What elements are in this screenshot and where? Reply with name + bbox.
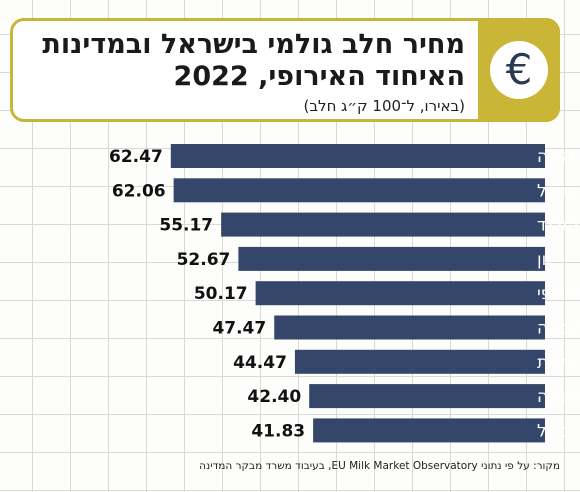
category-label: מלטה (537, 147, 580, 167)
chart-subtitle: (באירו, ל־100 ק״ג חלב) (303, 97, 465, 115)
category-label: ישראל (537, 181, 580, 201)
value-label: 52.67 (177, 250, 231, 270)
value-label: 41.83 (251, 421, 305, 441)
value-label: 50.17 (194, 284, 248, 304)
bar-8 (313, 418, 545, 443)
bar-0 (170, 144, 545, 168)
value-label: 44.47 (233, 353, 287, 373)
chart-title: מחיר חלב גולמי בישראל ובמדינות האיחוד הא… (42, 29, 465, 92)
category-label: הולנד (537, 216, 579, 236)
bar-5 (274, 315, 545, 340)
value-label: 47.47 (212, 319, 266, 339)
category-label: פורטוגל (537, 421, 580, 441)
euro-icon-glyph: € (505, 45, 533, 94)
value-label: 55.17 (159, 216, 213, 236)
bar-1 (173, 178, 545, 203)
bar-7 (309, 384, 545, 409)
source-note: מקור: על פי נתוני EU Milk Market Observa… (199, 460, 560, 472)
value-label: 42.40 (247, 387, 301, 407)
euro-badge: € (478, 18, 560, 122)
category-label: יוון (537, 250, 555, 270)
euro-icon: € (490, 41, 548, 99)
category-label: צרפת (537, 353, 578, 373)
category-label: רומניה (537, 319, 580, 339)
chart-header: מחיר חלב גולמי בישראל ובמדינות האיחוד הא… (10, 18, 560, 122)
value-label: 62.47 (109, 147, 163, 167)
bar-6 (294, 349, 545, 374)
category-label: האיחוד האירופי (537, 284, 580, 304)
bar-3 (238, 246, 546, 271)
bar-4 (255, 281, 545, 306)
bar-2 (221, 212, 545, 237)
category-label: שוודיה (537, 387, 580, 407)
value-label: 62.06 (112, 181, 166, 201)
